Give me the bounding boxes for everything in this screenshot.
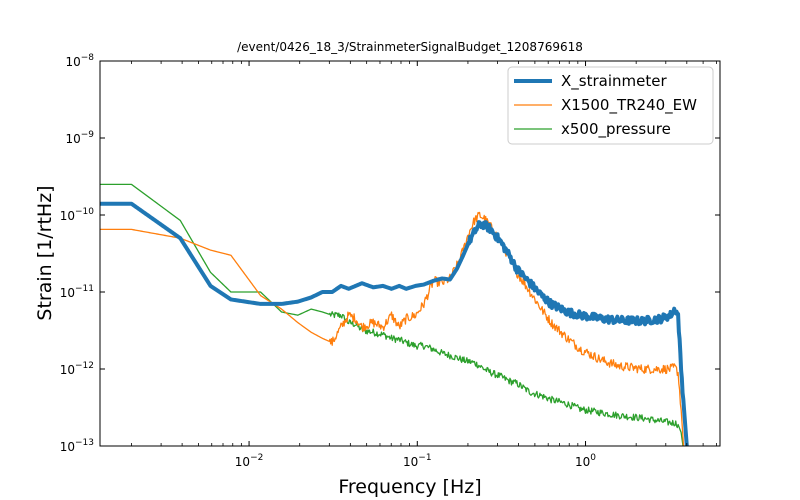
y-tick-label: 10−9 — [65, 130, 94, 146]
legend: X_strainmeter X1500_TR240_EW x500_pressure — [507, 66, 714, 145]
series-line-1 — [100, 211, 685, 446]
y-axis-label: Strain [1/rtHz] — [34, 185, 56, 320]
x-tick-label: 10−2 — [235, 453, 264, 469]
y-tick-label: 10−8 — [65, 53, 94, 69]
series-line-0 — [100, 201, 689, 446]
series-line-2 — [100, 183, 684, 446]
legend-label-2: x500_pressure — [561, 120, 671, 139]
legend-label-1: X1500_TR240_EW — [561, 96, 697, 115]
y-tick-label: 10−12 — [60, 361, 94, 377]
y-tick-label: 10−11 — [60, 284, 94, 300]
x-tick-label: 100 — [575, 453, 596, 469]
y-tick-label: 10−13 — [60, 438, 94, 454]
legend-box — [507, 66, 714, 145]
plot-area-frame — [99, 60, 721, 447]
y-tick-label: 10−10 — [60, 207, 95, 223]
ticks-layer: 10−2 10−1 100 10−13 10−12 10−11 10−10 10−9 10−8 — [60, 53, 720, 469]
x-tick-label: 10−1 — [403, 453, 432, 469]
chart-title: /event/0426_18_3/StrainmeterSignalBudget… — [237, 40, 583, 54]
legend-label-0: X_strainmeter — [561, 72, 667, 91]
series-layer — [100, 183, 689, 446]
x-axis-label: Frequency [Hz] — [338, 476, 481, 498]
